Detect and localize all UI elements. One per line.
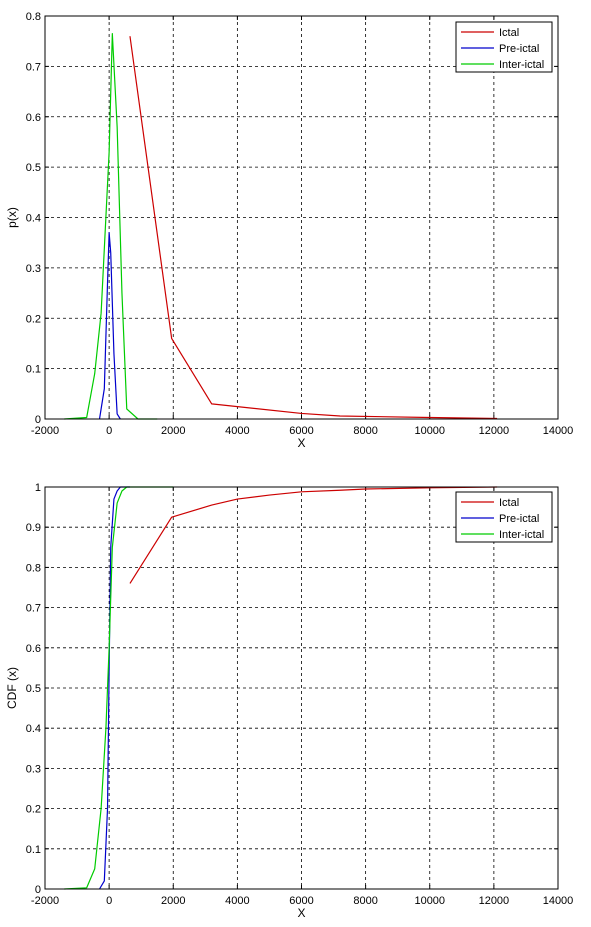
legend: Ictal Pre-ictal Inter-ictal (455, 21, 553, 73)
x-tick-label: 8000 (353, 895, 377, 907)
x-tick-label: 14000 (543, 895, 574, 907)
y-tick-label: 0.1 (26, 364, 41, 376)
y-tick-label: 0.7 (26, 61, 41, 73)
y-tick-label: 0.2 (26, 804, 41, 816)
x-tick-label: 0 (106, 425, 112, 437)
legend-label: Pre-ictal (499, 43, 539, 55)
x-tick-label: 2000 (161, 425, 185, 437)
x-tick-label: 10000 (414, 895, 445, 907)
y-tick-label: 0.8 (26, 562, 41, 574)
y-axis-label: p(x) (5, 207, 19, 228)
y-tick-label: 1 (35, 482, 41, 494)
legend-label: Pre-ictal (499, 513, 539, 525)
x-tick-label: 2000 (161, 895, 185, 907)
y-tick-label: 0 (35, 884, 41, 896)
axes-box (44, 486, 559, 890)
y-tick-label: 0.2 (26, 313, 41, 325)
y-tick-label: 0.4 (26, 723, 41, 735)
x-tick-label: 10000 (414, 425, 445, 437)
series-line-inter-ictal (64, 33, 158, 420)
legend-label: Inter-ictal (499, 529, 544, 541)
y-tick-label: 0.3 (26, 263, 41, 275)
y-tick-label: 0.5 (26, 162, 41, 174)
x-tick-label: 12000 (479, 425, 510, 437)
x-tick-label: 14000 (543, 425, 574, 437)
y-tick-label: 0 (35, 414, 41, 426)
y-tick-label: 0.8 (26, 11, 41, 23)
x-axis-label: X (297, 436, 305, 450)
legend-label: Ictal (499, 27, 519, 39)
y-tick-label: 0.5 (26, 683, 41, 695)
x-axis-label: X (297, 906, 305, 920)
axes-box (44, 15, 559, 420)
legend-label: Inter-ictal (499, 59, 544, 71)
y-tick-label: 0.6 (26, 112, 41, 124)
x-tick-label: 0 (106, 895, 112, 907)
y-tick-label: 0.7 (26, 603, 41, 615)
y-tick-label: 0.1 (26, 844, 41, 856)
series-line-ictal (129, 486, 498, 584)
series-line-ictal (129, 36, 498, 420)
y-axis-label: CDF (x) (5, 667, 19, 709)
series-line-pre-ictal (98, 486, 130, 890)
x-tick-label: 12000 (479, 895, 510, 907)
x-tick-label: -2000 (31, 425, 59, 437)
x-tick-label: -2000 (31, 895, 59, 907)
x-tick-label: 6000 (289, 425, 313, 437)
y-tick-label: 0.9 (26, 522, 41, 534)
x-tick-label: 6000 (289, 895, 313, 907)
legend: Ictal Pre-ictal Inter-ictal (455, 491, 553, 543)
chart-2: -2000 0 2000 4000 6000 8000 10000 12000 1400000.… (5, 482, 573, 920)
legend-label: Ictal (499, 497, 519, 509)
x-tick-label: 4000 (225, 425, 249, 437)
chart-1: -2000 0 2000 4000 6000 8000 10000 12000 1400000.… (5, 11, 573, 450)
series-line-pre-ictal (98, 232, 121, 420)
y-tick-label: 0.4 (26, 213, 41, 225)
y-tick-label: 0.3 (26, 763, 41, 775)
x-tick-label: 4000 (225, 895, 249, 907)
y-tick-label: 0.6 (26, 643, 41, 655)
x-tick-label: 8000 (353, 425, 377, 437)
gridlines (45, 487, 558, 889)
